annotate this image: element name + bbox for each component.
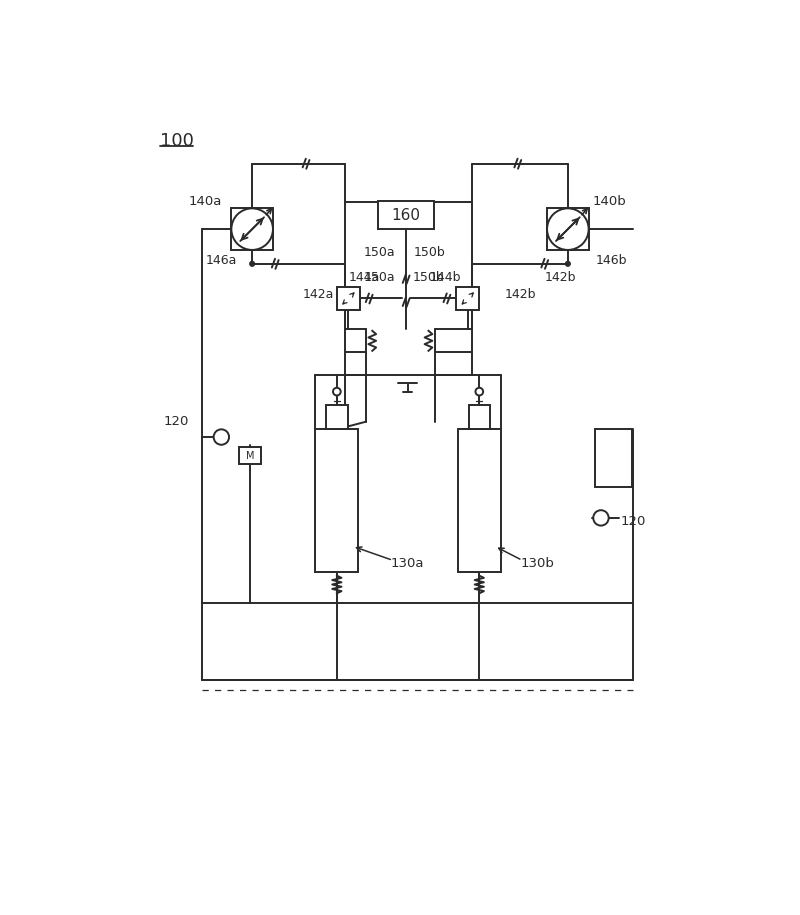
Circle shape [565,261,570,266]
Text: 140a: 140a [189,195,222,209]
Text: 146b: 146b [595,254,626,267]
Text: M: M [246,450,254,460]
Bar [337,287,360,310]
Bar [546,208,589,251]
Text: 160: 160 [392,208,421,222]
Circle shape [250,261,255,266]
Text: 150b: 150b [414,246,446,259]
Bar [378,201,434,229]
Text: 144b: 144b [430,271,461,285]
Bar [469,404,490,429]
Text: 142b: 142b [544,271,576,285]
Text: 144a: 144a [349,271,380,285]
Bar [231,208,274,251]
Text: 150a: 150a [364,271,395,285]
Text: 150a: 150a [364,246,395,259]
Text: 120: 120 [620,515,646,528]
Circle shape [214,429,229,445]
Circle shape [231,209,273,250]
Bar [456,287,479,310]
Text: 142b: 142b [504,288,536,301]
Bar [315,429,358,572]
Circle shape [475,388,483,395]
Text: 146a: 146a [206,254,238,267]
Circle shape [594,511,609,525]
Text: 120: 120 [163,415,189,428]
Text: 130b: 130b [520,556,554,570]
Text: 130a: 130a [390,556,424,570]
Bar [239,447,261,464]
Text: 150b: 150b [412,271,444,285]
Text: 140b: 140b [593,195,626,209]
Circle shape [547,209,589,250]
Circle shape [333,388,341,395]
Text: 100: 100 [160,132,194,149]
Bar [458,429,501,572]
Bar [326,404,348,429]
Text: 142a: 142a [302,288,334,301]
Bar [594,429,632,487]
